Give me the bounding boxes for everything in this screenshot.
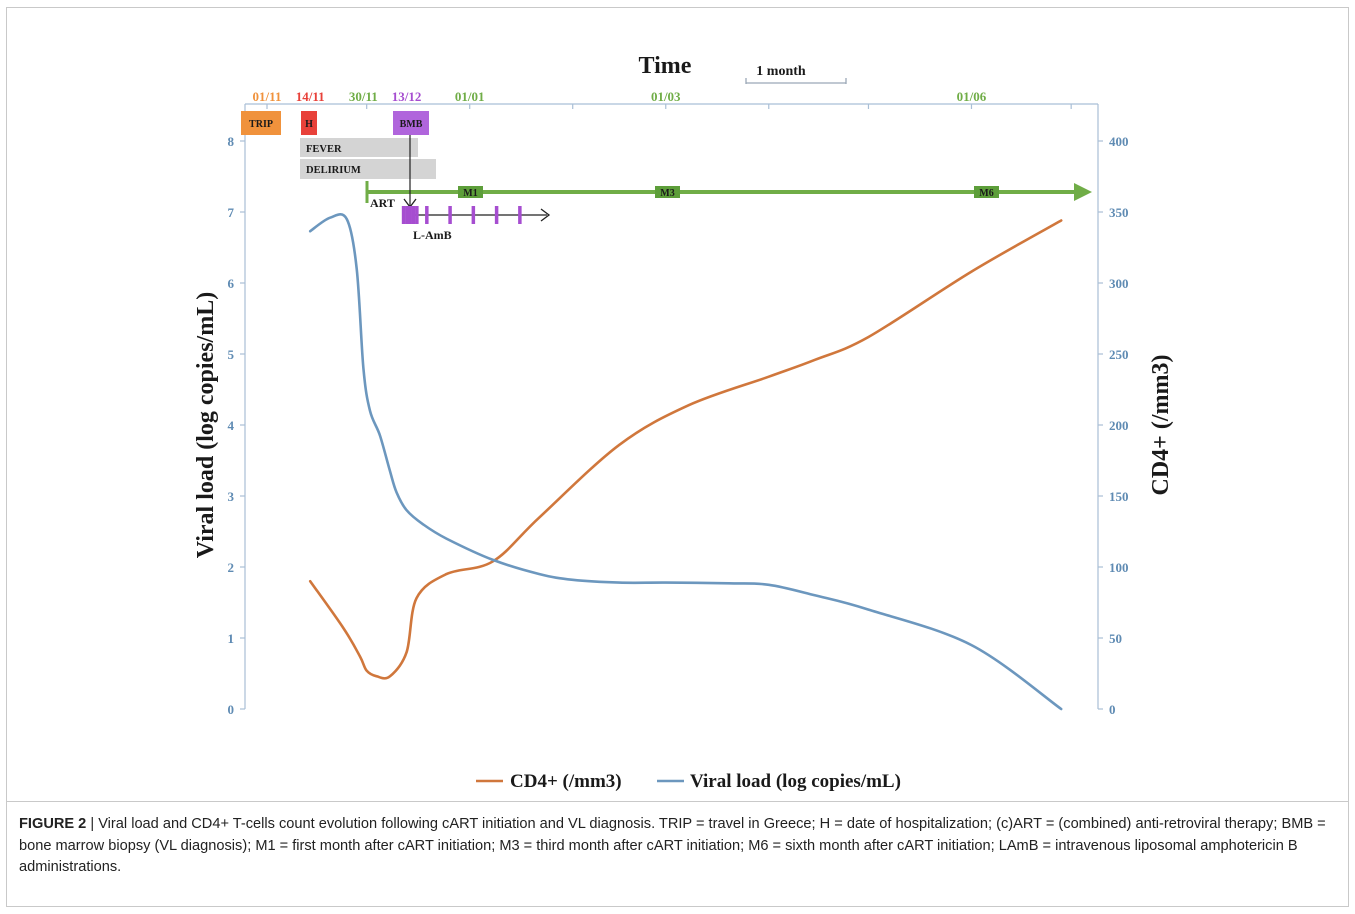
left-y-tick-label: 6 <box>228 276 235 291</box>
date-tick-label: 30/11 <box>349 89 378 104</box>
delirium-bar: DELIRIUM <box>300 159 436 179</box>
left-y-tick-label: 4 <box>228 418 235 433</box>
left-y-tick-label: 1 <box>228 631 235 646</box>
right-y-tick-label: 100 <box>1109 560 1129 575</box>
legend-cd4-label: CD4+ (/mm3) <box>510 771 622 792</box>
m1-marker: M1 <box>458 186 483 199</box>
fever-bar: FEVER <box>300 138 418 157</box>
right-y-tick-label: 150 <box>1109 489 1129 504</box>
left-y-tick-label: 5 <box>228 347 235 362</box>
left-y-tick-label: 0 <box>228 702 235 717</box>
chart: Time 1 month 01/11 14/11 30/11 13/12 01/01 01… <box>193 53 1174 792</box>
event-hospitalization: H <box>301 111 317 135</box>
legend: CD4+ (/mm3) Viral load (log copies/mL) <box>476 771 901 792</box>
top-time-axis: 01/11 14/11 30/11 13/12 01/01 01/03 01/06 <box>245 89 1098 109</box>
delirium-label: DELIRIUM <box>306 165 361 176</box>
left-y-tick-label: 2 <box>228 560 235 575</box>
left-y-tick-label: 8 <box>228 134 235 149</box>
art-timeline: M1 M3 M6 ART <box>365 181 1092 210</box>
right-y-tick-label: 0 <box>1109 702 1116 717</box>
right-y-tick-label: 400 <box>1109 134 1129 149</box>
figure-label: FIGURE 2 <box>19 816 87 832</box>
right-y-tick-label: 250 <box>1109 347 1129 362</box>
y-axis-right-label: CD4+ (/mm3) <box>1148 355 1174 496</box>
event-trip-label: TRIP <box>249 119 273 130</box>
event-hospitalization-label: H <box>305 119 313 130</box>
lamb-label: L-AmB <box>413 228 452 242</box>
fever-label: FEVER <box>306 144 342 155</box>
y-axis-left-label: Viral load (log copies/mL) <box>193 292 219 558</box>
date-tick-label: 01/06 <box>957 89 987 104</box>
figure-frame <box>6 7 1349 907</box>
date-tick-label: 01/03 <box>651 89 681 104</box>
right-y-tick-label: 200 <box>1109 418 1129 433</box>
chart-title: Time <box>639 53 692 79</box>
left-y-axis: 0 1 2 3 4 5 6 7 8 <box>228 104 246 717</box>
date-tick-label: 14/11 <box>296 89 325 104</box>
right-y-tick-label: 350 <box>1109 205 1129 220</box>
left-y-tick-label: 3 <box>228 489 235 504</box>
caption-divider <box>6 801 1349 802</box>
right-y-tick-label: 50 <box>1109 631 1122 646</box>
legend-viral-load-label: Viral load (log copies/mL) <box>690 771 901 792</box>
viral-load-series-line <box>308 213 1063 711</box>
right-y-axis: 0 50 100 150 200 250 300 350 400 <box>1097 104 1129 717</box>
art-label: ART <box>370 196 395 210</box>
m6-marker: M6 <box>974 186 999 199</box>
date-tick-label: 13/12 <box>392 89 422 104</box>
m3-label: M3 <box>660 188 674 199</box>
event-bmb-label: BMB <box>400 119 423 130</box>
month-scale-label: 1 month <box>756 64 806 79</box>
left-y-tick-label: 7 <box>228 205 235 220</box>
lamb-timeline: L-AmB <box>401 206 551 242</box>
m1-label: M1 <box>463 188 477 199</box>
m3-marker: M3 <box>655 186 680 199</box>
date-tick-label: 01/01 <box>455 89 485 104</box>
caption-text: | Viral load and CD4+ T-cells count evol… <box>19 816 1326 875</box>
event-bmb: BMB <box>393 111 429 135</box>
right-y-tick-label: 300 <box>1109 276 1129 291</box>
figure-caption: FIGURE 2 | Viral load and CD4+ T-cells c… <box>19 814 1334 879</box>
month-scale: 1 month <box>745 64 847 84</box>
m6-label: M6 <box>979 188 993 199</box>
cd4-series-line <box>308 219 1063 680</box>
date-tick-label: 01/11 <box>253 89 282 104</box>
event-trip: TRIP <box>241 111 281 135</box>
